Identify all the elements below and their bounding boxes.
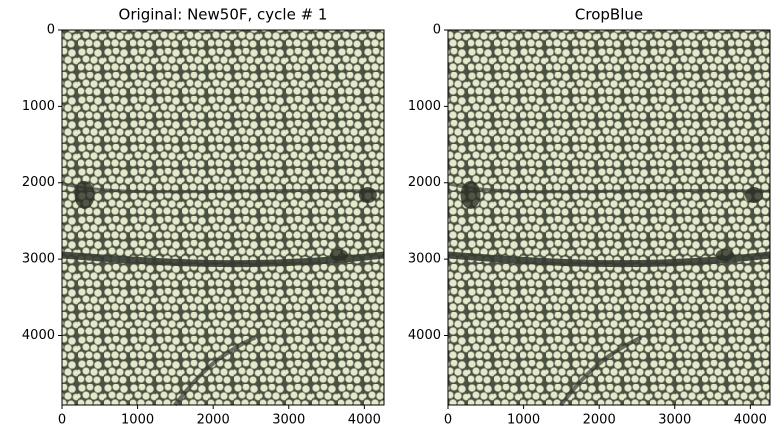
micrograph [448, 30, 770, 405]
x-tick-label: 3000 [272, 413, 305, 428]
resin-band [173, 335, 257, 407]
void [744, 187, 763, 203]
x-tick-label: 1000 [507, 413, 540, 428]
y-tick-label: 2000 [22, 175, 55, 190]
panel-title: Original: New50F, cycle # 1 [119, 6, 328, 24]
void [329, 249, 348, 261]
micrograph [62, 30, 384, 405]
y-tick-label: 0 [47, 23, 55, 38]
void [460, 181, 481, 209]
y-tick-label: 3000 [408, 252, 441, 267]
resin-band [559, 335, 643, 407]
image-panel: Original: New50F, cycle # 1 0 1000 2000 3000… [22, 6, 385, 428]
image-panel: CropBlue 0 1000 2000 3000 4000 0 1000 2000 3000 40… [408, 6, 771, 428]
void [74, 181, 95, 209]
panels: Original: New50F, cycle # 1 0 1000 2000 3000… [22, 6, 771, 428]
y-tick-label: 1000 [22, 99, 55, 114]
y-tick-label: 1000 [408, 99, 441, 114]
y-tick-label: 4000 [22, 328, 55, 343]
y-tick-label: 4000 [408, 328, 441, 343]
void [358, 187, 377, 203]
x-tick-label: 1000 [121, 413, 154, 428]
x-tick-label: 0 [58, 413, 66, 428]
y-tick-label: 3000 [22, 252, 55, 267]
axes-frame [61, 29, 385, 406]
void [715, 249, 734, 261]
axes-frame [447, 29, 771, 406]
y-tick-label: 0 [433, 23, 441, 38]
x-tick-label: 2000 [583, 413, 616, 428]
x-tick-label: 4000 [348, 413, 381, 428]
x-tick-label: 3000 [658, 413, 691, 428]
panel-title: CropBlue [575, 6, 643, 24]
x-tick-label: 2000 [197, 413, 230, 428]
y-tick-label: 2000 [408, 175, 441, 190]
x-tick-label: 4000 [734, 413, 767, 428]
x-tick-label: 0 [444, 413, 452, 428]
